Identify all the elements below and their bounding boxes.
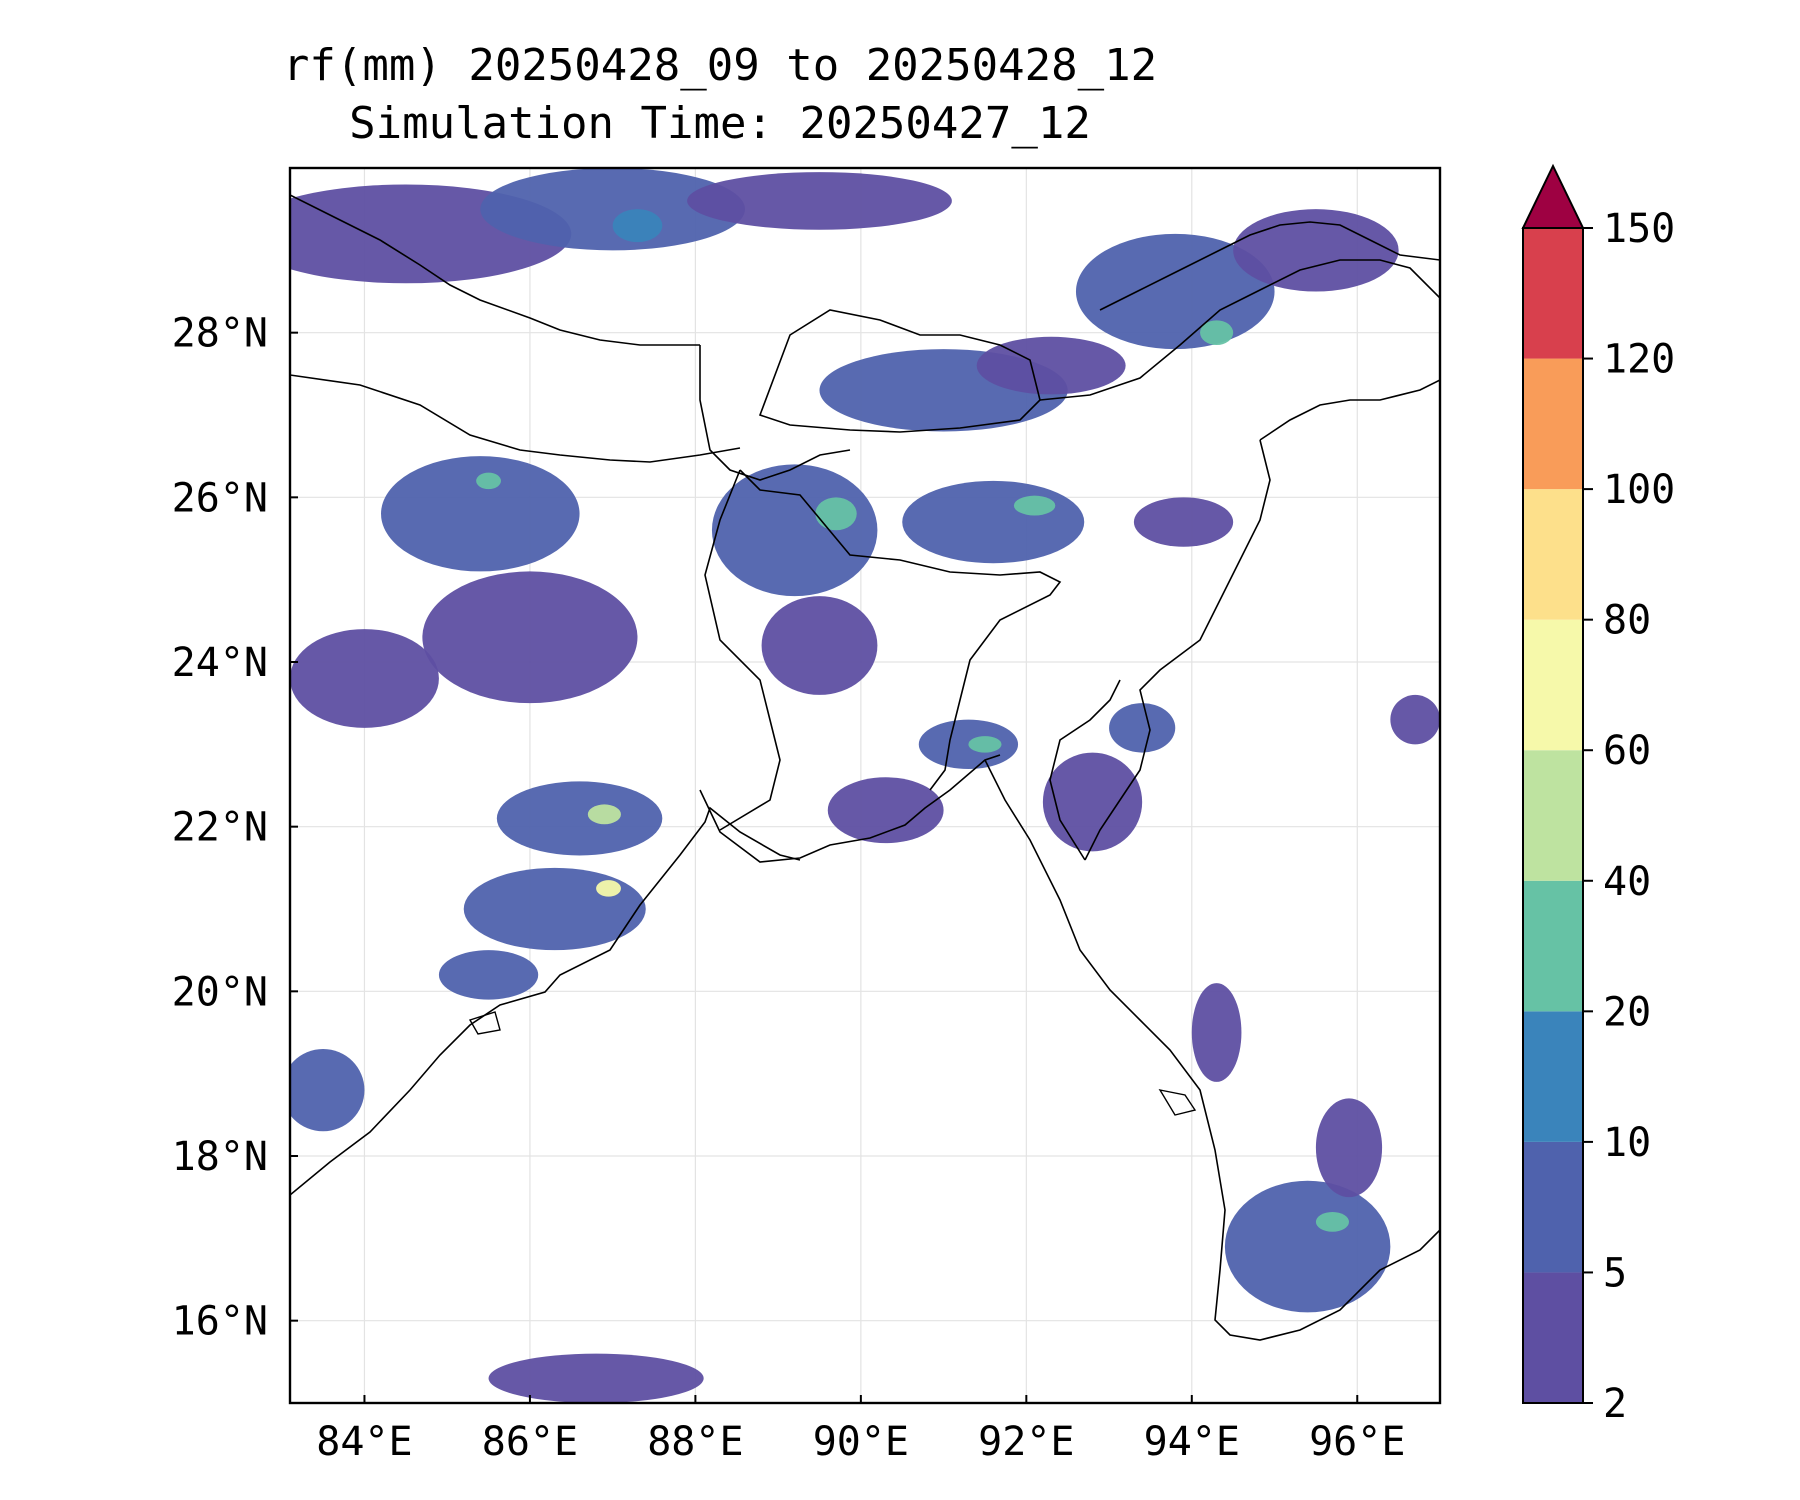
map-title: rf(mm) 20250428_09 to 20250428_12 — [282, 40, 1158, 91]
rain-cell — [1224, 1180, 1391, 1313]
lat-tick-label: 16°N — [172, 1299, 268, 1345]
lat-tick-label: 22°N — [172, 805, 268, 851]
rain-cell — [480, 168, 746, 251]
rain-cell — [1233, 209, 1399, 292]
rain-cell — [711, 464, 878, 597]
lon-tick-label: 96°E — [1309, 1419, 1405, 1465]
rain-cell — [1315, 1098, 1383, 1198]
rain-cell — [290, 1048, 365, 1132]
rain-cell — [1042, 752, 1143, 852]
rain-cell — [612, 209, 663, 243]
latitude-axis: 16°N 18°N 20°N 22°N 24°N 26°N 28°N — [172, 311, 298, 1345]
rain-cell — [476, 472, 501, 490]
colorbar-tick-label: 120 — [1603, 337, 1675, 383]
rain-cell — [687, 172, 952, 230]
colorbar-segment — [1523, 228, 1583, 359]
lat-tick-label: 28°N — [172, 311, 268, 357]
colorbar-tick-label: 5 — [1603, 1250, 1627, 1296]
colorbar-tick-label: 10 — [1603, 1120, 1651, 1166]
rain-cell — [1013, 495, 1056, 516]
rainfall-field — [290, 168, 1440, 1403]
rain-cell — [1200, 320, 1234, 346]
colorbar-segment — [1523, 880, 1583, 1012]
colorbar: 2 5 10 20 40 60 80 100 120 150 — [1521, 163, 1675, 1427]
rain-cell — [761, 596, 878, 695]
rain-cell — [290, 629, 439, 728]
coastline-borders — [290, 194, 1440, 1341]
rain-cell — [381, 456, 580, 572]
colorbar-extend-arrow — [1521, 163, 1585, 229]
colorbar-tick-label: 100 — [1603, 467, 1675, 513]
colorbar-tick-label: 150 — [1603, 206, 1675, 252]
lat-tick-label: 26°N — [172, 475, 268, 521]
lon-tick-label: 88°E — [647, 1419, 743, 1465]
rain-cell — [918, 719, 1019, 770]
colorbar-segment — [1523, 358, 1583, 490]
rain-cell — [488, 1353, 704, 1403]
colorbar-tick-label: 2 — [1603, 1381, 1627, 1427]
colorbar-segment — [1523, 1011, 1583, 1142]
rain-cell — [968, 736, 1002, 753]
colorbar-segment — [1523, 489, 1583, 620]
colorbar-segment — [1523, 1272, 1583, 1403]
colorbar-tick-label: 20 — [1603, 989, 1651, 1035]
lat-tick-label: 24°N — [172, 640, 268, 686]
longitude-axis: 84°E 86°E 88°E 90°E 92°E 94°E 96°E — [316, 1395, 1405, 1465]
rain-cell — [1315, 1211, 1349, 1232]
rain-cell — [815, 497, 857, 531]
rain-cell — [1191, 983, 1242, 1082]
lat-tick-label: 18°N — [172, 1134, 268, 1180]
rain-cell — [827, 777, 944, 844]
rain-cell — [438, 950, 539, 1000]
colorbar-segment — [1523, 1141, 1583, 1273]
colorbar-tick-label: 60 — [1603, 728, 1651, 774]
lat-tick-label: 20°N — [172, 969, 268, 1015]
lon-tick-label: 90°E — [813, 1419, 909, 1465]
lon-tick-label: 94°E — [1144, 1419, 1240, 1465]
map-subtitle: Simulation Time: 20250427_12 — [349, 98, 1091, 149]
rain-cell — [1390, 694, 1440, 745]
rain-cell — [1133, 497, 1234, 547]
colorbar-segment — [1523, 619, 1583, 751]
colorbar-segment — [1523, 750, 1583, 881]
map-frame — [288, 166, 1442, 1405]
rain-cell — [902, 480, 1085, 564]
rain-cell — [587, 804, 621, 825]
lon-tick-label: 86°E — [482, 1419, 578, 1465]
colorbar-tick-label: 40 — [1603, 859, 1651, 905]
colorbar-tick-label: 80 — [1603, 598, 1651, 644]
lon-tick-label: 92°E — [978, 1419, 1074, 1465]
rain-cell — [596, 880, 621, 897]
colorbar-outline — [1522, 227, 1584, 1404]
rain-cell — [1075, 233, 1275, 350]
lon-tick-label: 84°E — [316, 1419, 412, 1465]
rain-cell — [422, 571, 638, 704]
rain-cell — [1109, 703, 1176, 753]
rain-cell — [496, 781, 663, 856]
